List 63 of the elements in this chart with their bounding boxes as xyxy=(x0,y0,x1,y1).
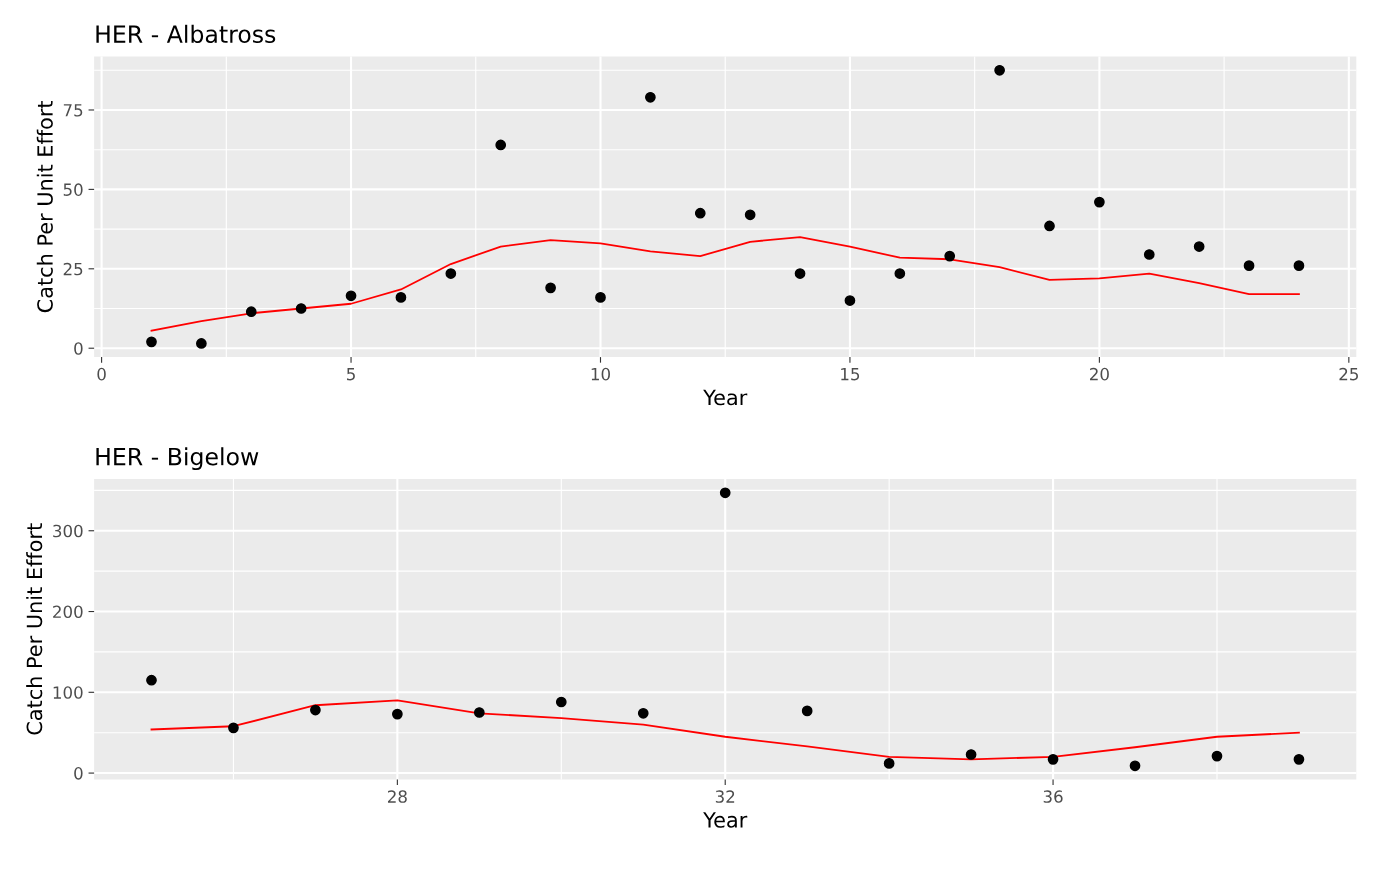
point xyxy=(146,336,157,348)
x-tick-label: 32 xyxy=(715,790,735,803)
chart-title: HER - Bigelow xyxy=(96,447,259,471)
x-tick-label: 36 xyxy=(1043,790,1063,803)
y-tick-label: 75 xyxy=(63,104,83,117)
x-axis-title: Year xyxy=(703,389,748,406)
point xyxy=(1243,260,1255,271)
point xyxy=(844,295,856,306)
point xyxy=(801,705,813,717)
point xyxy=(1293,753,1305,765)
point xyxy=(1211,750,1223,762)
point xyxy=(595,292,606,303)
point xyxy=(645,91,656,103)
point xyxy=(894,268,906,279)
y-tick-label: 100 xyxy=(53,686,83,699)
point xyxy=(637,707,649,719)
point xyxy=(310,704,321,716)
point xyxy=(295,303,307,314)
line-series xyxy=(150,236,1300,332)
x-tick-label: 20 xyxy=(1090,367,1109,381)
point xyxy=(719,487,731,499)
y-tick-label: 200 xyxy=(53,605,83,619)
point xyxy=(555,696,567,708)
point xyxy=(965,749,977,760)
y-tick-label: 0 xyxy=(74,342,83,355)
point xyxy=(1044,220,1055,232)
y-tick-label: 50 xyxy=(63,183,83,196)
point xyxy=(883,758,895,769)
point xyxy=(473,707,485,718)
point xyxy=(196,338,207,349)
point xyxy=(395,292,407,303)
point xyxy=(1094,196,1105,208)
x-tick-label: 10 xyxy=(591,367,610,381)
y-axis-title: Catch Per Unit Effort xyxy=(36,100,53,313)
point xyxy=(794,268,806,279)
point xyxy=(146,674,157,686)
x-axis-title: Year xyxy=(703,812,748,828)
point xyxy=(228,722,239,734)
point xyxy=(1193,241,1205,252)
point xyxy=(545,282,556,294)
point xyxy=(245,306,257,318)
point xyxy=(392,708,403,720)
y-tick-label: 0 xyxy=(74,767,83,780)
point xyxy=(1143,249,1155,260)
chart-title: HER - Albatross xyxy=(96,24,276,44)
x-tick-label: 5 xyxy=(347,368,355,381)
y-tick-label: 25 xyxy=(63,262,83,276)
point xyxy=(694,207,706,219)
point xyxy=(1047,753,1059,765)
point xyxy=(1129,760,1141,772)
point xyxy=(744,209,756,221)
point xyxy=(944,250,956,262)
point xyxy=(445,268,457,279)
point xyxy=(345,290,357,302)
point xyxy=(495,139,507,151)
x-tick-label: 25 xyxy=(1339,367,1358,381)
y-axis-title: Catch Per Unit Effort xyxy=(26,523,43,735)
y-tick-label: 300 xyxy=(53,524,83,538)
x-tick-label: 28 xyxy=(387,790,407,803)
point xyxy=(1293,260,1305,271)
x-tick-label: 15 xyxy=(841,368,860,381)
point xyxy=(994,64,1005,76)
x-tick-label: 0 xyxy=(97,367,106,381)
